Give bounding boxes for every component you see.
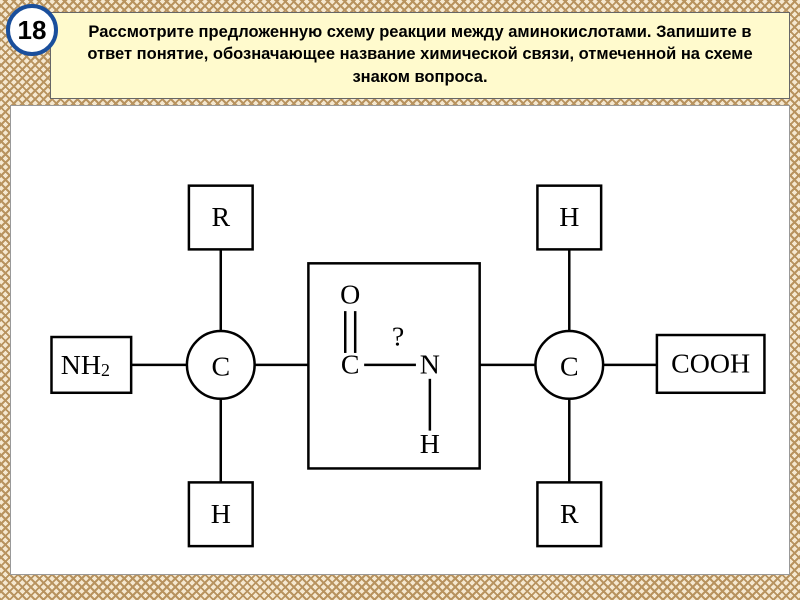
chem-label-h1: H bbox=[211, 499, 231, 530]
chem-circle-label-c_left: C bbox=[211, 351, 230, 382]
label-mid-H: H bbox=[420, 429, 440, 460]
chem-label-cooh: COOH bbox=[671, 348, 750, 379]
diagram-svg: NH2RHHRCOOHCCOCNH? bbox=[11, 106, 789, 574]
question-mark: ? bbox=[392, 321, 404, 352]
label-mid-C: C bbox=[341, 349, 360, 380]
question-number: 18 bbox=[18, 15, 47, 46]
chemical-diagram: NH2RHHRCOOHCCOCNH? bbox=[10, 105, 790, 575]
chem-circle-label-c_right: C bbox=[560, 351, 579, 382]
question-text-box: Рассмотрите предложенную схему реакции м… bbox=[50, 12, 790, 99]
label-O: O bbox=[340, 279, 360, 310]
outer-frame: 18 Рассмотрите предложенную схему реакци… bbox=[0, 0, 800, 600]
chem-label-r1: R bbox=[211, 202, 230, 233]
chem-label-h2: H bbox=[559, 202, 579, 233]
question-number-badge: 18 bbox=[6, 4, 58, 56]
chem-label-r2: R bbox=[560, 499, 579, 530]
question-text: Рассмотрите предложенную схему реакции м… bbox=[87, 23, 752, 86]
label-N: N bbox=[420, 349, 440, 380]
